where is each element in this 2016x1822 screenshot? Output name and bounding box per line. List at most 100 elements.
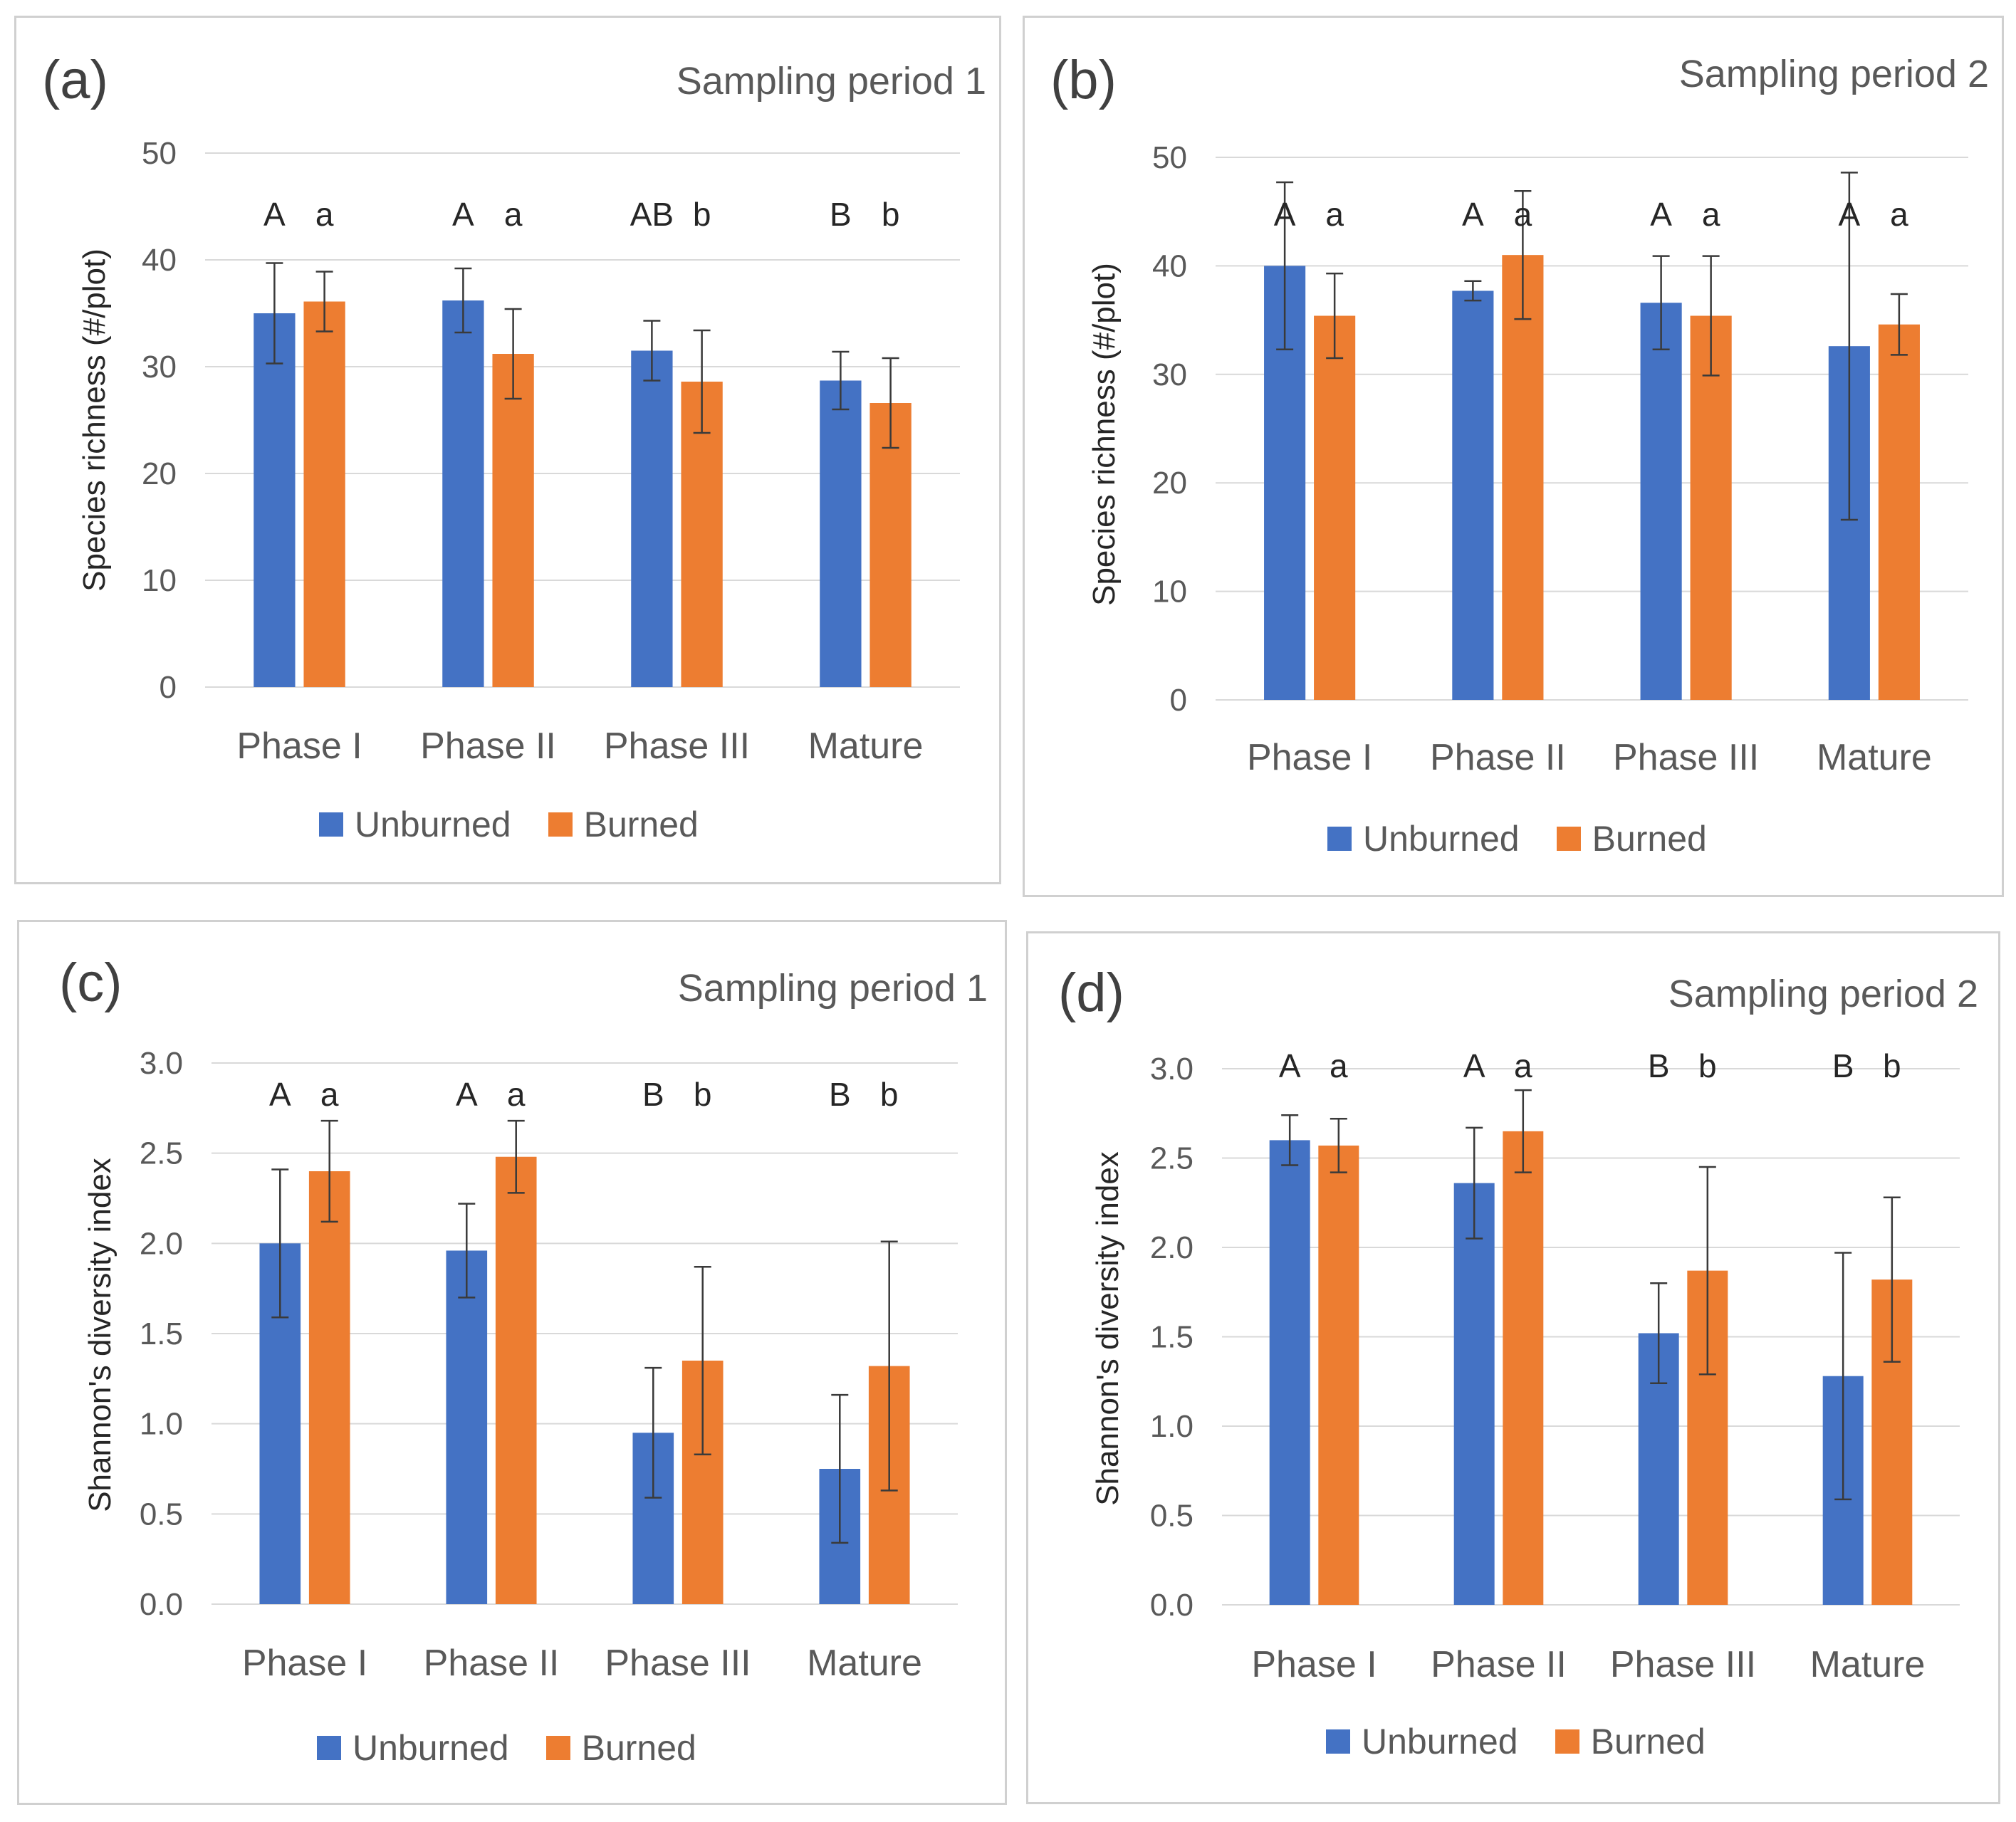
y-tick-label: 3.0 <box>1150 1052 1194 1087</box>
y-tick-label: 10 <box>1152 575 1187 609</box>
y-tick-label: 30 <box>142 350 177 384</box>
y-tick-label: 2.5 <box>140 1136 183 1171</box>
x-tick-label: Mature <box>1810 1644 1926 1685</box>
x-tick-label: Phase I <box>242 1643 367 1684</box>
x-tick-label: Phase III <box>605 1643 751 1684</box>
x-tick-label: Phase II <box>1430 737 1566 778</box>
significance-letter: a <box>507 1076 526 1113</box>
legend-item-unburned: Unburned <box>317 1730 509 1766</box>
panel-label: (c) <box>59 953 122 1013</box>
x-tick-label: Mature <box>1817 737 1932 778</box>
significance-letter: a <box>1325 196 1344 233</box>
y-tick-label: 1.5 <box>140 1316 183 1351</box>
x-tick-label: Phase II <box>1431 1644 1567 1685</box>
bar-unburned <box>1640 303 1682 700</box>
panel-c: (c) Sampling period 1 Shannon's diversit… <box>17 920 1007 1805</box>
significance-letter: B <box>642 1076 664 1113</box>
significance-letter: a <box>1702 196 1720 233</box>
legend-label-unburned: Unburned <box>1362 1722 1518 1761</box>
y-tick-label: 0.0 <box>140 1587 183 1622</box>
legend-swatch-burned <box>545 1736 570 1760</box>
panel-b: (b) Sampling period 2 Species richness (… <box>1023 16 2004 897</box>
legend-item-burned: Burned <box>548 807 699 842</box>
y-tick-label: 50 <box>142 136 177 171</box>
panel-d: (d) Sampling period 2 Shannon's diversit… <box>1026 931 2000 1804</box>
x-tick-label: Phase II <box>424 1643 560 1684</box>
legend-label-burned: Burned <box>1592 819 1707 859</box>
legend-label-burned: Burned <box>581 1728 696 1768</box>
y-tick-label: 1.5 <box>1150 1320 1194 1355</box>
bar-burned <box>495 1156 537 1604</box>
bar-unburned <box>442 300 484 687</box>
significance-letter: A <box>1274 196 1296 233</box>
y-tick-label: 0.5 <box>1150 1499 1194 1534</box>
legend: Unburned Burned <box>1327 821 1744 857</box>
y-tick-label: 20 <box>142 456 177 491</box>
y-tick-label: 50 <box>1152 140 1187 175</box>
bar-burned <box>308 1171 350 1604</box>
panel-label: (b) <box>1050 50 1117 110</box>
y-tick-label: 3.0 <box>140 1046 183 1081</box>
bar-unburned <box>446 1250 488 1604</box>
legend-label-unburned: Unburned <box>1363 819 1520 859</box>
significance-letter: B <box>829 1076 851 1113</box>
bar-burned <box>1502 255 1544 700</box>
legend-label-unburned: Unburned <box>352 1728 509 1768</box>
legend-swatch-burned <box>1556 827 1581 851</box>
y-tick-label: 0.0 <box>1150 1588 1194 1623</box>
y-tick-label: 2.0 <box>1150 1230 1194 1265</box>
legend-swatch-unburned <box>319 812 343 837</box>
legend-item-unburned: Unburned <box>319 807 511 842</box>
y-tick-label: 2.0 <box>140 1226 183 1261</box>
significance-letter: b <box>1883 1047 1901 1084</box>
significance-letter: B <box>830 196 852 233</box>
significance-letter: a <box>315 196 334 233</box>
bar-unburned <box>1452 290 1494 700</box>
significance-letter: b <box>882 196 900 233</box>
bar-burned <box>492 354 534 687</box>
bar-burned <box>303 301 345 687</box>
y-tick-label: 10 <box>142 563 177 598</box>
bar-chart: 0 10 20 30 40 50 A a Phase I A a Phase II A a Phase II… <box>1152 140 1968 778</box>
panel-label: (d) <box>1058 963 1124 1023</box>
significance-letter: a <box>320 1076 339 1113</box>
legend-swatch-unburned <box>317 1736 341 1760</box>
legend: Unburned Burned <box>317 1730 733 1766</box>
significance-letter: b <box>694 1076 712 1113</box>
x-tick-label: Phase II <box>420 726 556 767</box>
panel-title: Sampling period 2 <box>1678 53 1989 95</box>
y-tick-label: 40 <box>1152 248 1187 283</box>
x-tick-label: Phase I <box>1247 737 1372 778</box>
legend: Unburned Burned <box>319 807 736 842</box>
significance-letter: A <box>456 1076 478 1113</box>
legend-label-burned: Burned <box>583 805 699 844</box>
legend-item-burned: Burned <box>1555 1724 1706 1759</box>
bar-unburned <box>1453 1183 1495 1605</box>
y-tick-label: 1.0 <box>1150 1409 1194 1444</box>
significance-letter: A <box>1279 1047 1301 1084</box>
bar-unburned <box>631 350 673 687</box>
panel-title: Sampling period 1 <box>676 60 986 103</box>
legend-swatch-burned <box>1555 1729 1579 1754</box>
x-tick-label: Phase I <box>1251 1644 1377 1685</box>
significance-letter: b <box>880 1076 899 1113</box>
bar-unburned <box>1269 1140 1310 1605</box>
significance-letter: a <box>1514 1047 1532 1084</box>
legend-item-burned: Burned <box>545 1728 696 1768</box>
x-tick-label: Phase III <box>1613 737 1759 778</box>
y-tick-label: 20 <box>1152 466 1187 501</box>
y-tick-label: 2.5 <box>1150 1141 1194 1176</box>
panel-label: (a) <box>42 50 108 110</box>
x-tick-label: Phase I <box>236 726 362 767</box>
bar-unburned <box>254 313 296 687</box>
significance-letter: A <box>1462 196 1484 233</box>
bar-burned <box>1318 1145 1359 1605</box>
x-tick-label: Phase III <box>1610 1644 1756 1685</box>
bar-unburned <box>820 380 862 687</box>
significance-letter: B <box>1648 1047 1670 1084</box>
x-tick-label: Mature <box>808 726 924 767</box>
bar-burned <box>1690 315 1732 700</box>
significance-letter: A <box>1650 196 1672 233</box>
